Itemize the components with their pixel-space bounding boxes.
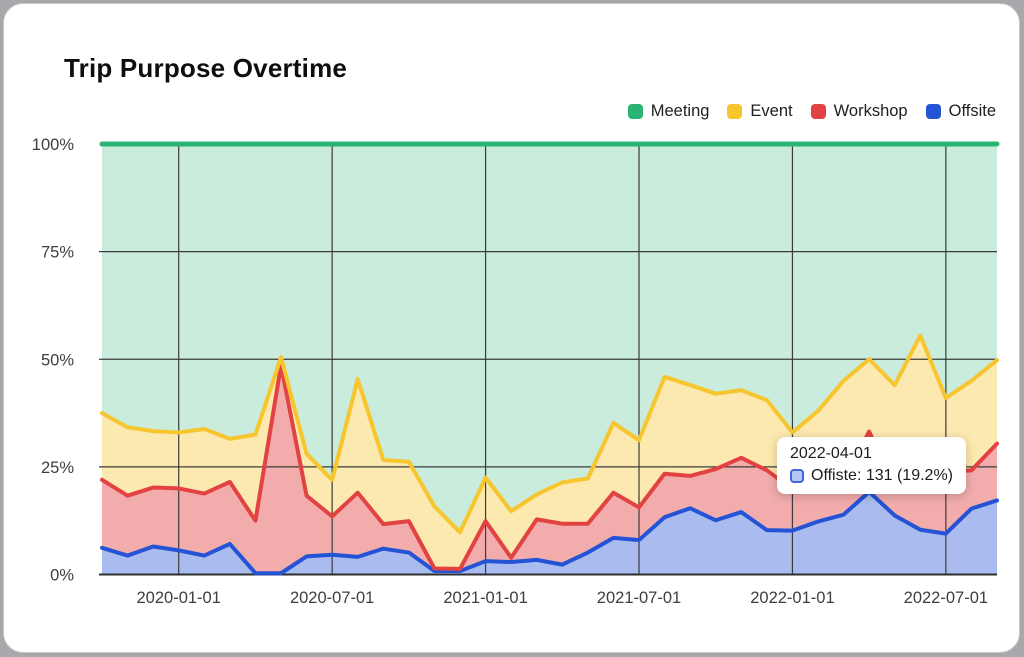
y-axis-tick-label: 0% [50, 567, 74, 585]
series-meeting-area [102, 144, 997, 533]
series-offsite-area [102, 491, 997, 575]
tooltip-date: 2022-04-01 [790, 445, 872, 462]
x-axis-tick-label: 2022-01-01 [750, 589, 834, 607]
series-event-line [100, 333, 999, 535]
chart-tooltip: 2022-04-01 Offiste: 131 (19.2%) [777, 437, 966, 494]
tooltip-series-marker-icon [790, 469, 804, 483]
legend-label: Workshop [833, 102, 908, 120]
y-axis-tick-label: 25% [41, 459, 74, 477]
legend-item-meeting[interactable]: Meeting [627, 102, 710, 121]
x-axis-tick-label: 2020-07-01 [290, 589, 374, 607]
x-axis-tick-label: 2020-01-01 [137, 589, 221, 607]
x-axis-tick-label: 2021-01-01 [443, 589, 527, 607]
legend-item-offsite[interactable]: Offsite [925, 102, 996, 121]
series-offsite-line [100, 489, 999, 576]
legend-label: Event [750, 102, 793, 120]
chart-card [3, 3, 1020, 653]
y-axis-tick-label: 50% [41, 351, 74, 369]
legend-swatch-icon [925, 104, 941, 119]
page-title: Trip Purpose Overtime [64, 53, 348, 83]
legend-swatch-icon [727, 104, 743, 119]
legend-item-workshop[interactable]: Workshop [810, 102, 908, 121]
x-axis-tick-label: 2022-07-01 [904, 589, 988, 607]
series-workshop-area [102, 365, 997, 574]
legend-label: Offsite [948, 102, 996, 120]
tooltip-value: Offiste: 131 (19.2%) [811, 467, 953, 484]
legend-swatch-icon [810, 104, 826, 119]
legend-label: Meeting [650, 102, 710, 120]
legend-item-event[interactable]: Event [727, 102, 793, 121]
y-axis-tick-label: 75% [41, 244, 74, 262]
x-axis-tick-label: 2021-07-01 [597, 589, 681, 607]
y-axis-tick-label: 100% [32, 136, 75, 154]
legend-swatch-icon [627, 104, 643, 119]
legend: Meeting Event Workshop Offsite [627, 102, 996, 121]
